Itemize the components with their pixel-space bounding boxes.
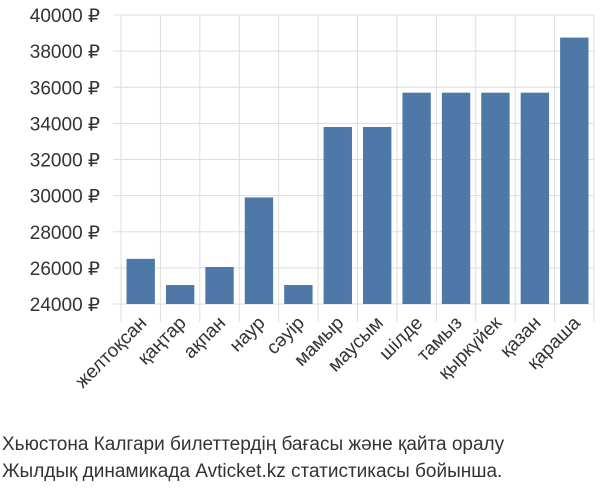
- bar: [126, 258, 155, 304]
- y-tick-label: 34000 ₽: [30, 114, 100, 135]
- chart-caption-line-2: Жылдық динамикада Avticket.kz статистика…: [2, 461, 503, 482]
- bar: [481, 92, 510, 304]
- y-tick-label: 30000 ₽: [30, 187, 100, 208]
- bar-chart: 24000 ₽ 26000 ₽ 28000 ₽ 30000 ₽ 32000 ₽ 34000…: [30, 6, 595, 392]
- y-axis-ticks: 24000 ₽ 26000 ₽ 28000 ₽ 30000 ₽ 32000 ₽ 34000…: [30, 6, 100, 316]
- bar: [284, 285, 313, 304]
- chart-caption-line-1: Хьюстона Калгари билеттердің бағасы және…: [2, 434, 505, 455]
- x-tick-label: ақпан: [180, 313, 230, 363]
- y-tick-label: 28000 ₽: [30, 223, 100, 244]
- bar: [520, 92, 550, 304]
- bar: [363, 126, 392, 304]
- bar: [244, 197, 274, 304]
- bars: [126, 37, 589, 304]
- x-axis-ticks: желтоқсанқаңтарақпаннаурсәуірмамырмаусым…: [72, 312, 586, 392]
- bar: [165, 285, 195, 304]
- y-tick-label: 40000 ₽: [30, 6, 100, 27]
- grid-lines: [113, 14, 595, 322]
- bar: [441, 92, 471, 304]
- bar: [560, 37, 589, 304]
- y-tick-label: 32000 ₽: [30, 151, 100, 172]
- bar: [205, 266, 234, 304]
- y-tick-label: 26000 ₽: [30, 259, 100, 280]
- y-tick-label: 36000 ₽: [30, 78, 100, 99]
- bar: [402, 92, 431, 304]
- bar: [323, 126, 352, 304]
- x-tick-label: наур: [226, 313, 270, 357]
- y-tick-label: 38000 ₽: [30, 42, 100, 63]
- y-tick-label: 24000 ₽: [30, 295, 100, 316]
